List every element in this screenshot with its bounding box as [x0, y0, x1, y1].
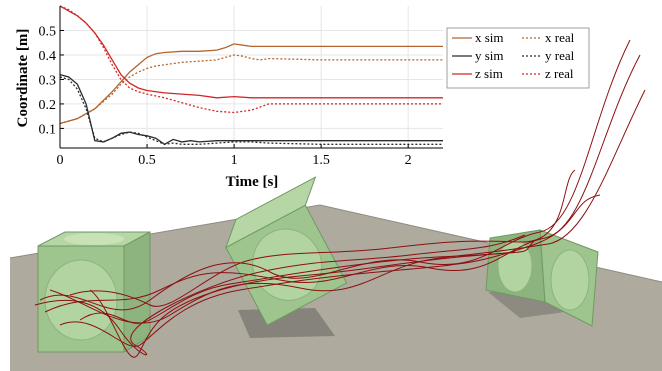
- scene-illustration: [9, 39, 662, 371]
- trajectory-line: [79, 251, 516, 324]
- y-tick-labels: 0.1 0.2 0.3 0.4 0.5: [39, 24, 64, 137]
- x-tick-label: 1: [231, 153, 238, 168]
- y-tick-label: 0.5: [39, 24, 57, 39]
- y-tick-label: 0.2: [39, 98, 57, 113]
- legend-label: x real: [545, 30, 575, 45]
- legend-label: x sim: [475, 30, 504, 45]
- trajectory-line: [34, 234, 526, 356]
- x-tick-label: 2: [405, 153, 412, 168]
- series-layer: [59, 5, 443, 146]
- trajectory-line: [89, 239, 536, 358]
- y-tick-label: 0.4: [39, 49, 57, 64]
- x-axis-label: Time [s]: [226, 174, 279, 190]
- trajectory-line: [59, 194, 601, 347]
- y-tick-label: 0.1: [39, 122, 57, 137]
- legend-label: z sim: [475, 66, 503, 81]
- trajectory-line: [39, 39, 631, 311]
- x-tick-labels: 0 0.5 1 1.5 2: [57, 144, 412, 168]
- y-tick-label: 0.3: [39, 73, 57, 88]
- legend-label: y real: [545, 48, 575, 63]
- trajectory-line: [44, 54, 641, 313]
- x-tick-label: 0: [57, 153, 64, 168]
- legend: x sim x real y sim y real z sim z real: [446, 27, 590, 89]
- cube-left-top-hole: [64, 233, 124, 245]
- series-line-x-real: [59, 54, 443, 125]
- legend-label: z real: [545, 66, 574, 81]
- trajectory-line: [69, 169, 576, 307]
- x-tick-label: 0.5: [138, 153, 156, 168]
- cube-right-left-hole: [497, 239, 533, 293]
- y-axis-label: Coordinate [m]: [15, 29, 31, 128]
- plot-area: [60, 6, 443, 148]
- series-line-z-real: [59, 5, 443, 114]
- legend-label: y sim: [475, 48, 504, 63]
- series-line-x-sim: [59, 43, 443, 125]
- cube-middle-top-face: [224, 176, 317, 249]
- trajectory-lines: [34, 39, 646, 358]
- x-tick-label: 1.5: [312, 153, 330, 168]
- cube-right-front-hole: [550, 249, 590, 311]
- line-chart: 0 0.5 1 1.5 2 0.1 0.2 0.3 0.4 0.5 Time [s] Coord…: [15, 5, 590, 190]
- cube-left-side-face: [123, 231, 151, 353]
